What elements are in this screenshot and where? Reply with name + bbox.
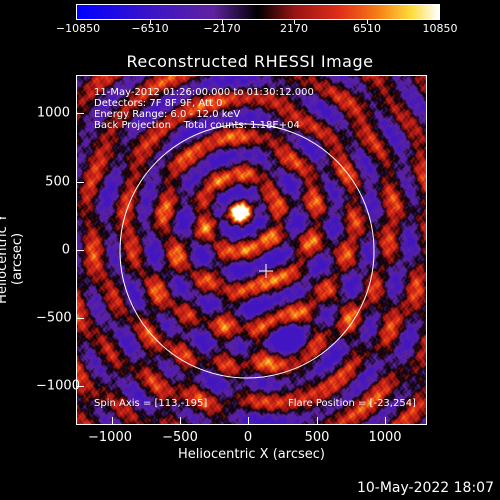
colorbar-tickmark (222, 20, 223, 24)
map-overlay (119, 123, 375, 379)
energy-range: Energy Range: 6.0 - 12.0 keV (94, 109, 241, 120)
y-tick-label: −500 (36, 310, 72, 326)
colorbar-tick: −2170 (203, 22, 241, 35)
x-axis-label: Heliocentric X (arcsec) (178, 447, 325, 462)
x-tick-mark (385, 417, 386, 425)
x-tick-label: 500 (304, 430, 330, 445)
timestamp: 10-May-2022 18:07 (356, 480, 494, 496)
solar-limb-circle (119, 123, 375, 379)
x-tick-label: 0 (243, 430, 253, 445)
y-tick-mark (76, 386, 84, 387)
y-tick-mark (76, 182, 84, 183)
rhessi-map (77, 76, 426, 424)
y-tick-label: −1000 (36, 378, 80, 394)
detectors: Detectors: 7F 8F 9F, Att 0 (94, 98, 223, 109)
x-tick-label: −1000 (88, 430, 132, 445)
flare-position-label: Flare Position = [-23,254] (288, 398, 416, 409)
colorbar-tickmark (367, 20, 368, 24)
colorbar-tick: 6510 (353, 22, 381, 35)
method-counts: Back Projection Total counts: 1.18E+04 (94, 120, 300, 131)
obs-time: 11-May-2012 01:26:00.000 to 01:30:12.000 (94, 87, 314, 98)
spin-axis-label: Spin Axis = [113,-195] (94, 398, 208, 409)
y-tick-mark (76, 318, 84, 319)
y-axis-label: Heliocentric Y (arcsec) (0, 214, 25, 304)
image-title: Reconstructed RHESSI Image (126, 52, 374, 71)
x-tick-mark (112, 417, 113, 425)
y-tick-label: 0 (61, 242, 70, 258)
x-tick-mark (180, 417, 181, 425)
colorbar-tickmark (294, 20, 295, 24)
x-tick-mark (248, 417, 249, 425)
y-tick-label: 500 (45, 174, 70, 190)
colorbar-tick: 2170 (280, 22, 308, 35)
y-tick-mark (76, 250, 84, 251)
x-tick-mark (317, 417, 318, 425)
y-tick-mark (76, 113, 84, 114)
colorbar-tick: 10850 (422, 22, 458, 35)
y-tick-label: 1000 (36, 105, 70, 121)
colorbar-tick: −10850 (55, 22, 101, 35)
colorbar-tickmark (150, 20, 151, 24)
x-tick-label: −500 (162, 430, 198, 445)
colorbar-tick: −6510 (131, 22, 169, 35)
colorbar (76, 4, 440, 20)
x-tick-label: 1000 (368, 430, 402, 445)
